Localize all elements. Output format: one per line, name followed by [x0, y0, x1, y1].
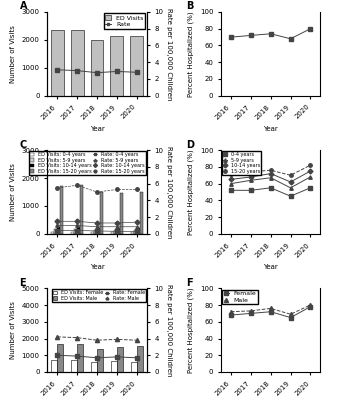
Bar — [140, 192, 143, 234]
15-20 years — [288, 173, 293, 178]
Bar — [136, 346, 143, 372]
Line: 5-9 years: 5-9 years — [229, 175, 312, 190]
Bar — [71, 232, 74, 234]
Male — [269, 306, 273, 311]
Bar — [117, 347, 123, 372]
Female — [249, 311, 253, 316]
Bar — [91, 40, 103, 96]
5-9 years — [229, 181, 233, 186]
Bar — [134, 230, 136, 234]
Y-axis label: Number of Visits: Number of Visits — [10, 25, 16, 83]
Bar — [71, 30, 84, 96]
Y-axis label: Percent Hospitalized (%): Percent Hospitalized (%) — [188, 11, 194, 97]
Legend: 0-4 years, 5-9 years, 10-14 years, 15-20 years: 0-4 years, 5-9 years, 10-14 years, 15-20… — [222, 151, 261, 174]
0-4 years — [308, 186, 313, 190]
Bar — [91, 232, 94, 234]
10-14 years — [308, 169, 313, 174]
Legend: ED Visits: 0-4 years, ED Visits: 5-9 years, ED Visits: 10-14 years, ED Visits: 1: ED Visits: 0-4 years, ED Visits: 5-9 yea… — [29, 151, 146, 174]
Bar — [91, 362, 97, 372]
Bar — [130, 36, 143, 96]
Bar — [57, 227, 60, 234]
Y-axis label: Rate per 100,000 Children: Rate per 100,000 Children — [166, 8, 171, 100]
0-4 years — [229, 188, 233, 193]
Text: B: B — [186, 2, 194, 12]
X-axis label: Year: Year — [263, 264, 278, 270]
15-20 years — [249, 170, 253, 174]
Bar — [120, 193, 123, 234]
Bar — [51, 30, 64, 96]
Line: Male: Male — [229, 303, 312, 316]
Text: F: F — [186, 278, 193, 288]
Male — [249, 308, 253, 313]
15-20 years — [269, 168, 273, 173]
Text: A: A — [20, 2, 27, 12]
Female — [269, 309, 273, 314]
Y-axis label: Percent Hospitalized (%): Percent Hospitalized (%) — [188, 149, 194, 235]
Bar — [51, 232, 54, 234]
Text: D: D — [186, 140, 194, 150]
Male — [229, 309, 233, 314]
X-axis label: Year: Year — [90, 264, 104, 270]
Y-axis label: Number of Visits: Number of Visits — [10, 301, 16, 359]
Male — [308, 303, 313, 308]
10-14 years — [288, 180, 293, 184]
Male — [288, 312, 293, 317]
Bar — [110, 36, 123, 96]
10-14 years — [269, 171, 273, 176]
Text: E: E — [20, 278, 26, 288]
5-9 years — [269, 175, 273, 180]
Bar — [80, 185, 83, 234]
Bar — [94, 230, 97, 234]
10-14 years — [229, 177, 233, 182]
0-4 years — [288, 194, 293, 198]
10-14 years — [249, 174, 253, 179]
Y-axis label: Percent Hospitalized (%): Percent Hospitalized (%) — [188, 287, 194, 373]
Female — [288, 315, 293, 320]
15-20 years — [308, 163, 313, 168]
Bar — [111, 361, 117, 372]
5-9 years — [288, 186, 293, 190]
15-20 years — [229, 171, 233, 176]
Y-axis label: Rate per 100,000 Children: Rate per 100,000 Children — [166, 146, 171, 238]
Bar — [60, 186, 63, 234]
Bar — [131, 232, 134, 234]
Bar — [51, 360, 57, 372]
Text: C: C — [20, 140, 27, 150]
Bar — [77, 227, 80, 234]
Female — [308, 304, 313, 309]
Y-axis label: Number of Visits: Number of Visits — [10, 163, 16, 221]
Line: 15-20 years: 15-20 years — [229, 164, 312, 177]
Bar — [136, 228, 140, 234]
Line: 0-4 years: 0-4 years — [229, 186, 312, 198]
Bar — [131, 362, 136, 372]
0-4 years — [269, 186, 273, 190]
Bar — [117, 228, 120, 234]
Bar — [77, 344, 83, 372]
0-4 years — [249, 188, 253, 193]
Bar — [74, 229, 77, 234]
Line: Female: Female — [229, 305, 312, 320]
Bar — [54, 229, 57, 234]
Bar — [97, 348, 103, 372]
Legend: ED Visits: Female, ED Visits: Male, Rate: Female, Rate: Male: ED Visits: Female, ED Visits: Male, Rate… — [52, 289, 146, 302]
Bar — [114, 230, 117, 234]
Female — [229, 313, 233, 318]
5-9 years — [249, 178, 253, 183]
5-9 years — [308, 174, 313, 179]
Bar — [71, 360, 77, 372]
Y-axis label: Rate per 100,000 Children: Rate per 100,000 Children — [166, 284, 171, 376]
Bar — [97, 228, 100, 234]
Bar — [111, 232, 114, 234]
Legend: ED Visits, Rate: ED Visits, Rate — [104, 13, 145, 29]
X-axis label: Year: Year — [263, 126, 278, 132]
Legend: Female, Male: Female, Male — [222, 290, 258, 304]
Bar — [57, 344, 63, 372]
Line: 10-14 years: 10-14 years — [229, 169, 312, 184]
X-axis label: Year: Year — [90, 126, 104, 132]
Bar — [100, 192, 103, 234]
